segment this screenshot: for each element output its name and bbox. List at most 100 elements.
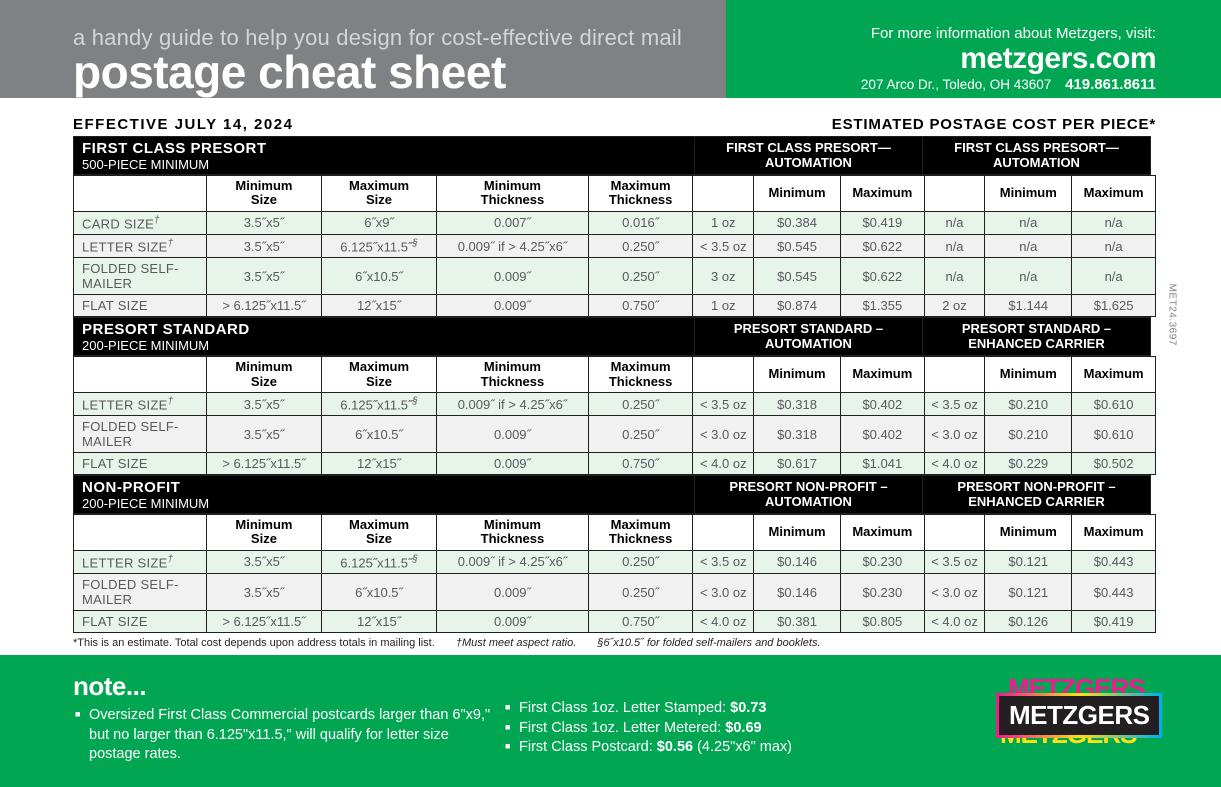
row-name: FLAT SIZE — [74, 295, 207, 317]
cell: n/a — [1072, 211, 1156, 234]
cell: 0.250˝ — [588, 392, 693, 415]
footnote-c: §6˝x10.5˝ for folded self-mailers and bo… — [597, 637, 820, 649]
table-row: LETTER SIZE†3.5˝x5˝6.125˝x11.5˝§0.009˝ i… — [74, 234, 1156, 257]
header-right: For more information about Metzgers, vis… — [726, 0, 1221, 98]
cell: 6.125˝x11.5˝§ — [321, 550, 436, 573]
cell: $0.545 — [754, 258, 841, 295]
section-right2: PRESORT NON-PROFIT –ENHANCED CARRIER — [923, 475, 1151, 514]
effective-date: EFFECTIVE JULY 14, 2024 — [73, 116, 293, 133]
address-line: 207 Arco Dr., Toledo, OH 43607 419.861.8… — [726, 76, 1156, 93]
row-name: FLAT SIZE — [74, 611, 207, 633]
note-title: note... — [73, 669, 503, 704]
header-title: postage cheat sheet — [73, 51, 726, 95]
data-table: MinimumSizeMaximumSizeMinimumThicknessMa… — [73, 356, 1156, 475]
th-min2: Minimum — [985, 357, 1072, 393]
cell: 12˝x15˝ — [321, 611, 436, 633]
cell: $0.419 — [1072, 611, 1156, 633]
th-max2: Maximum — [1072, 176, 1156, 212]
cell: < 3.5 oz — [924, 392, 985, 415]
cell: 0.009˝ if > 4.25˝x6˝ — [437, 234, 589, 257]
cell: < 3.0 oz — [924, 416, 985, 453]
section-title-block: NON-PROFIT200-PIECE MINIMUM — [73, 475, 695, 514]
cell: n/a — [1072, 234, 1156, 257]
cell: < 3.5 oz — [693, 234, 754, 257]
cell: $0.402 — [840, 392, 924, 415]
table-row: FLAT SIZE> 6.125˝x11.5˝12˝x15˝0.009˝0.75… — [74, 611, 1156, 633]
cell: 3.5˝x5˝ — [206, 211, 321, 234]
th-max: Maximum — [840, 176, 924, 212]
cell: > 6.125˝x11.5˝ — [206, 453, 321, 475]
cell: n/a — [985, 234, 1072, 257]
footnotes: *This is an estimate. Total cost depends… — [73, 637, 1156, 649]
cell: 0.009˝ if > 4.25˝x6˝ — [437, 392, 589, 415]
section-right1: PRESORT STANDARD –AUTOMATION — [695, 317, 923, 356]
cell: < 3.0 oz — [693, 574, 754, 611]
cell: $0.210 — [985, 416, 1072, 453]
row-name: FOLDED SELF-MAILER — [74, 258, 207, 295]
note-left: note... Oversized First Class Commercial… — [73, 669, 503, 767]
table-row: CARD SIZE†3.5˝x5˝6˝x9˝0.007˝0.016˝1 oz$0… — [74, 211, 1156, 234]
cell: 0.250˝ — [588, 258, 693, 295]
cell: 0.009˝ if > 4.25˝x6˝ — [437, 550, 589, 573]
logo: METZGERS METZGERS METZGERS — [996, 673, 1156, 763]
th-max2: Maximum — [1072, 515, 1156, 551]
table-row: LETTER SIZE†3.5˝x5˝6.125˝x11.5˝§0.009˝ i… — [74, 550, 1156, 573]
phone: 419.861.8611 — [1065, 76, 1156, 93]
row-name: LETTER SIZE† — [74, 392, 207, 415]
cell: 6.125˝x11.5˝§ — [321, 234, 436, 257]
cell: 3 oz — [693, 258, 754, 295]
th-max2: Maximum — [1072, 357, 1156, 393]
cell: $0.318 — [754, 392, 841, 415]
cell: 0.016˝ — [588, 211, 693, 234]
section-header: FIRST CLASS PRESORT500-PIECE MINIMUMFIRS… — [73, 136, 1156, 175]
cell: $0.230 — [840, 550, 924, 573]
section-title: PRESORT STANDARD — [82, 321, 686, 338]
cell: $1.144 — [985, 295, 1072, 317]
cell: 0.250˝ — [588, 234, 693, 257]
cell: $0.443 — [1072, 574, 1156, 611]
section-title: FIRST CLASS PRESORT — [82, 140, 686, 157]
th-min: Minimum — [754, 357, 841, 393]
cell: n/a — [924, 258, 985, 295]
cell: 6.125˝x11.5˝§ — [321, 392, 436, 415]
cell: 0.750˝ — [588, 611, 693, 633]
cell: 0.250˝ — [588, 550, 693, 573]
cell: 6˝x9˝ — [321, 211, 436, 234]
info-line: For more information about Metzgers, vis… — [726, 25, 1156, 42]
th-wt2 — [924, 357, 985, 393]
cell: $0.230 — [840, 574, 924, 611]
cell: < 3.5 oz — [693, 392, 754, 415]
cell: > 6.125˝x11.5˝ — [206, 611, 321, 633]
cell: 3.5˝x5˝ — [206, 550, 321, 573]
table-row: FOLDED SELF-MAILER3.5˝x5˝6˝x10.5˝0.009˝0… — [74, 416, 1156, 453]
cell: < 4.0 oz — [924, 453, 985, 475]
cell: < 4.0 oz — [693, 453, 754, 475]
cell: < 4.0 oz — [924, 611, 985, 633]
section-right1: FIRST CLASS PRESORT—AUTOMATION — [695, 136, 923, 175]
th-min: Minimum — [754, 176, 841, 212]
tables: FIRST CLASS PRESORT500-PIECE MINIMUMFIRS… — [73, 136, 1156, 633]
section-header: PRESORT STANDARD200-PIECE MINIMUMPRESORT… — [73, 317, 1156, 356]
th-max-thick: MaximumThickness — [588, 515, 693, 551]
cell: $0.443 — [1072, 550, 1156, 573]
table-row: LETTER SIZE†3.5˝x5˝6.125˝x11.5˝§0.009˝ i… — [74, 392, 1156, 415]
cell: 3.5˝x5˝ — [206, 416, 321, 453]
body: EFFECTIVE JULY 14, 2024 ESTIMATED POSTAG… — [0, 98, 1221, 655]
cell: 0.009˝ — [437, 295, 589, 317]
cell: 3.5˝x5˝ — [206, 258, 321, 295]
cell: 0.009˝ — [437, 453, 589, 475]
cell: 3.5˝x5˝ — [206, 574, 321, 611]
cell: 3.5˝x5˝ — [206, 234, 321, 257]
side-code: MET24.3697 — [1166, 283, 1177, 345]
cell: $0.610 — [1072, 392, 1156, 415]
cell: $1.355 — [840, 295, 924, 317]
cell: $0.419 — [840, 211, 924, 234]
cell: $1.625 — [1072, 295, 1156, 317]
cell: 0.250˝ — [588, 416, 693, 453]
cell: $0.610 — [1072, 416, 1156, 453]
cell: 12˝x15˝ — [321, 453, 436, 475]
data-table: MinimumSizeMaximumSizeMinimumThicknessMa… — [73, 175, 1156, 317]
cell: < 3.5 oz — [924, 550, 985, 573]
row-name: FLAT SIZE — [74, 453, 207, 475]
cell: $0.622 — [840, 234, 924, 257]
